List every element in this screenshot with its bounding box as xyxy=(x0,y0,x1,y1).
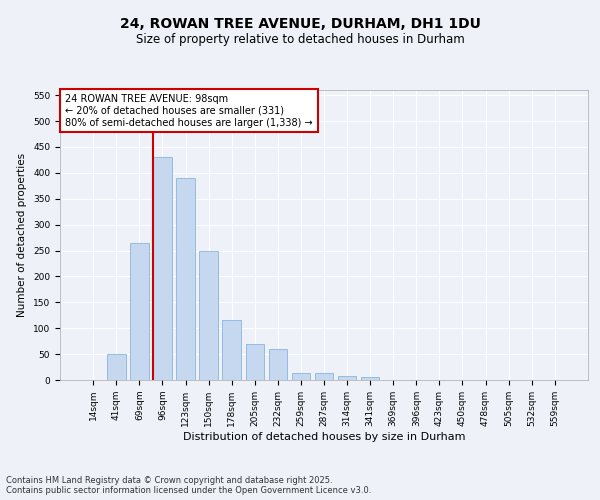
Text: 24, ROWAN TREE AVENUE, DURHAM, DH1 1DU: 24, ROWAN TREE AVENUE, DURHAM, DH1 1DU xyxy=(119,18,481,32)
X-axis label: Distribution of detached houses by size in Durham: Distribution of detached houses by size … xyxy=(183,432,465,442)
Bar xyxy=(245,344,264,380)
Bar xyxy=(199,250,218,380)
Bar xyxy=(153,158,172,380)
Y-axis label: Number of detached properties: Number of detached properties xyxy=(17,153,28,317)
Bar xyxy=(361,378,379,380)
Bar xyxy=(338,376,356,380)
Bar xyxy=(107,354,125,380)
Text: Contains HM Land Registry data © Crown copyright and database right 2025.
Contai: Contains HM Land Registry data © Crown c… xyxy=(6,476,371,495)
Bar xyxy=(292,374,310,380)
Bar xyxy=(269,349,287,380)
Bar xyxy=(223,320,241,380)
Bar xyxy=(315,374,333,380)
Bar xyxy=(176,178,195,380)
Text: Size of property relative to detached houses in Durham: Size of property relative to detached ho… xyxy=(136,34,464,46)
Text: 24 ROWAN TREE AVENUE: 98sqm
← 20% of detached houses are smaller (331)
80% of se: 24 ROWAN TREE AVENUE: 98sqm ← 20% of det… xyxy=(65,94,313,128)
Bar xyxy=(130,243,149,380)
